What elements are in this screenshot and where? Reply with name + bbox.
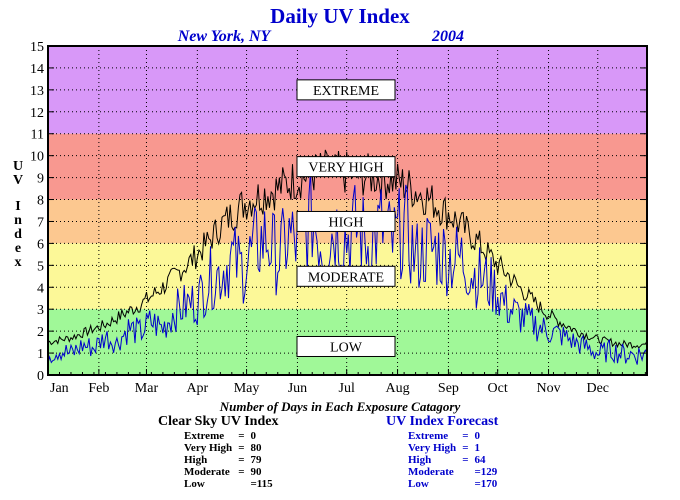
x-tick-label: Aug (385, 381, 409, 396)
y-label-letter: e (15, 241, 21, 256)
table-row: Moderate =129 (408, 466, 498, 478)
x-tick-label: Sep (438, 381, 459, 396)
chart-title: Daily UV Index (270, 4, 410, 28)
table-row: Low =170 (408, 478, 498, 490)
band-label-box (296, 210, 396, 232)
y-tick-label: 3 (37, 303, 44, 318)
x-tick-label: Jul (339, 381, 355, 396)
forecast-line (47, 169, 648, 365)
forecast-summary: UV Index Forecast Extreme = 0 Very High = 1 … (386, 414, 498, 490)
y-tick-label: 15 (30, 40, 44, 55)
forecast-series (47, 169, 648, 365)
band-labels: EXTREME VERY HIGH HIGH MODERATE LOW (296, 79, 396, 357)
table-row: Low =115 (184, 478, 273, 490)
table-row: Extreme = 0 (184, 430, 256, 442)
x-tick-label: Dec (586, 381, 609, 396)
clear-sky-table: Extreme = 0 Very High = 80 High = 79 Moderate =… (184, 430, 273, 490)
clear-sky-summary: Clear Sky UV Index Extreme = 0 Very High = 8… (158, 414, 278, 490)
band-label: HIGH (329, 215, 364, 230)
y-label-letter: n (14, 213, 22, 228)
x-tick-label: May (234, 381, 260, 396)
y-tick-label: 11 (31, 128, 44, 143)
y-tick-label: 6 (37, 237, 44, 252)
x-tick-label: Feb (88, 381, 109, 396)
y-label-letter: x (15, 255, 22, 270)
x-tick-label: Jun (288, 381, 307, 396)
forecast-table: Extreme = 0 Very High = 1 High = 64 Moderate =1… (408, 430, 497, 490)
y-tick-label: 8 (37, 194, 44, 209)
band-label-box (296, 79, 396, 101)
x-tick-label: Apr (186, 381, 208, 396)
y-label-letter: d (14, 227, 22, 242)
table-row: High = 79 (184, 454, 262, 466)
y-label-letter: I (15, 199, 20, 214)
x-tick-label: Oct (488, 381, 508, 396)
band-label: MODERATE (308, 270, 384, 285)
table-row: Very High = 1 (408, 442, 480, 454)
x-tick-label: Mar (135, 381, 159, 396)
y-tick-label: 7 (37, 215, 44, 230)
y-label-letter: U (13, 159, 23, 174)
band-label: EXTREME (313, 84, 379, 99)
y-tick-label: 10 (30, 150, 44, 165)
x-tick-label: Nov (536, 381, 560, 396)
y-tick-label: 9 (37, 172, 44, 187)
y-tick-label: 5 (37, 259, 44, 274)
band-label: LOW (330, 340, 363, 355)
band-label-box (296, 156, 396, 178)
location-label: New York, NY (177, 28, 272, 45)
y-label-letter: V (13, 173, 23, 188)
clear-sky-heading: Clear Sky UV Index (158, 414, 279, 429)
y-label-word: Index (14, 199, 22, 270)
y-tick-label: 0 (37, 369, 44, 384)
y-tick-label: 13 (30, 84, 44, 99)
counts-caption: Number of Days in Each Exposure Catagory (219, 399, 461, 414)
x-axis: Jan Feb Mar Apr May Jun Jul Aug Sep Oct Nov Dec (47, 369, 646, 396)
forecast-heading: UV Index Forecast (386, 414, 499, 429)
table-row: High = 64 (408, 454, 486, 466)
y-tick-label: 1 (37, 347, 44, 362)
table-row: Very High = 80 (184, 442, 262, 454)
x-tick-label: Jan (50, 381, 69, 396)
table-row: Extreme = 0 (408, 430, 480, 442)
y-tick-label: 4 (37, 281, 44, 296)
y-label-word: UV (13, 159, 23, 188)
table-row: Moderate = 90 (184, 466, 262, 478)
uv-chart: Daily UV Index New York, NY 2004 EXTREME… (13, 4, 648, 396)
band-label-box (296, 265, 396, 287)
band-label: VERY HIGH (308, 161, 383, 176)
year-label: 2004 (431, 28, 464, 45)
y-tick-label: 2 (37, 325, 44, 340)
y-tick-label: 12 (30, 106, 44, 121)
y-tick-label: 14 (30, 62, 44, 77)
plot-frame (47, 45, 648, 376)
band-label-box (296, 335, 396, 357)
